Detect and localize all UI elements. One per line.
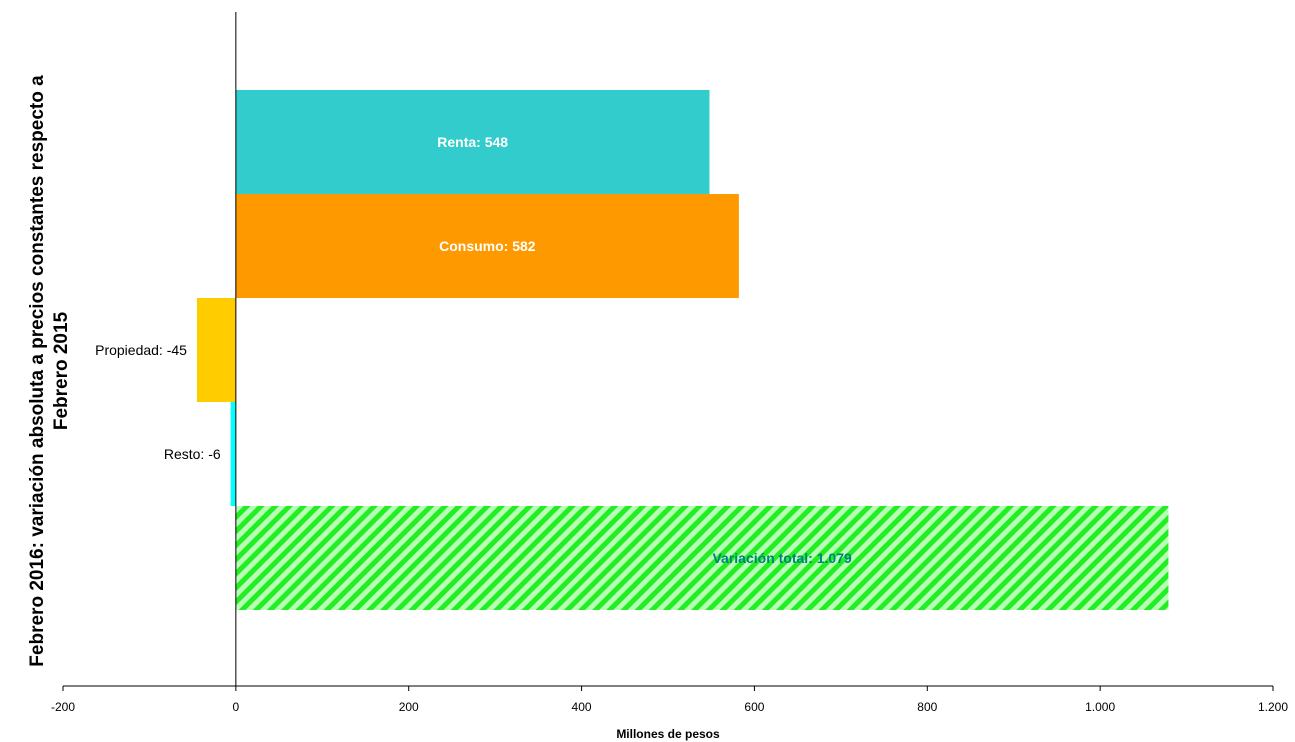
bar-renta [235,90,710,194]
data-label: Renta: 548 [437,134,508,150]
x-tick-label: 200 [399,700,419,714]
x-axis-label: Millones de pesos [616,727,720,741]
bar-variaci-n-total [235,506,1169,610]
bar-consumo [235,194,739,298]
x-tick-label: 400 [572,700,592,714]
data-label: Propiedad: -45 [95,342,187,358]
bar-propiedad [196,298,236,402]
x-tick-label: 1.000 [1085,700,1115,714]
bar-resto [230,402,236,506]
x-tick-label: -200 [51,700,75,714]
data-label: Variación total: 1.079 [712,550,851,566]
x-tick-label: 600 [744,700,764,714]
x-tick-label: 800 [917,700,937,714]
x-tick-label: 0 [233,700,240,714]
x-tick-label: 1.200 [1258,700,1288,714]
data-label: Consumo: 582 [439,238,536,254]
data-label: Resto: -6 [164,446,221,462]
